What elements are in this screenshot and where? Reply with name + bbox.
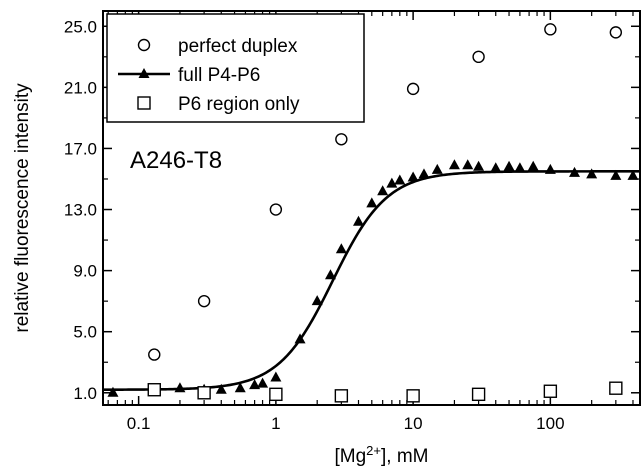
data-point bbox=[377, 185, 389, 196]
data-point bbox=[107, 386, 119, 397]
x-tick-label: 10 bbox=[404, 414, 423, 433]
data-point bbox=[334, 389, 349, 403]
legend: perfect duplex full P4-P6 P6 region only bbox=[106, 13, 365, 123]
data-point bbox=[609, 381, 623, 395]
data-point bbox=[215, 383, 227, 394]
series-full-p4-p6 bbox=[107, 159, 639, 397]
data-point bbox=[490, 162, 502, 173]
data-point bbox=[462, 159, 474, 170]
y-tick-label: 25.0 bbox=[64, 17, 97, 36]
data-point bbox=[197, 294, 211, 308]
data-point bbox=[269, 387, 283, 402]
data-marks bbox=[107, 23, 639, 403]
data-point bbox=[503, 160, 515, 171]
data-point bbox=[448, 159, 460, 170]
y-tick-label: 1.0 bbox=[73, 384, 97, 403]
data-point bbox=[386, 177, 398, 188]
data-point bbox=[544, 23, 557, 36]
data-point bbox=[609, 26, 623, 39]
data-point bbox=[294, 333, 306, 344]
data-point bbox=[431, 163, 443, 174]
legend-marker bbox=[137, 38, 151, 52]
y-axis-label: relative fluorescence intensity bbox=[12, 83, 33, 333]
data-point bbox=[270, 371, 282, 382]
data-point bbox=[569, 166, 581, 177]
data-point bbox=[352, 215, 364, 226]
x-axis-label: [Mg2+], mM bbox=[334, 443, 428, 467]
data-point bbox=[197, 386, 211, 400]
data-point bbox=[394, 174, 406, 185]
data-point bbox=[324, 269, 336, 280]
data-point bbox=[544, 163, 556, 174]
data-point bbox=[335, 133, 348, 146]
x-axis-label-superscript: 2+ bbox=[366, 443, 381, 458]
data-point bbox=[627, 169, 639, 180]
data-point bbox=[257, 377, 269, 388]
y-tick-label: 17.0 bbox=[64, 139, 97, 158]
x-tick-label: 100 bbox=[536, 414, 564, 433]
y-tick-label: 21.0 bbox=[64, 78, 97, 97]
x-tick-label: 1 bbox=[271, 414, 280, 433]
y-tick-label: 9.0 bbox=[73, 262, 97, 281]
sample-annotation: A246-T8 bbox=[130, 147, 222, 174]
data-point bbox=[406, 82, 420, 96]
legend-marker bbox=[138, 68, 150, 78]
data-point bbox=[418, 168, 430, 179]
data-point bbox=[234, 382, 246, 393]
data-point bbox=[366, 197, 378, 208]
data-point bbox=[527, 160, 539, 171]
legend-marker bbox=[137, 96, 151, 110]
data-point bbox=[472, 50, 485, 64]
y-tick-label: 5.0 bbox=[73, 323, 97, 342]
data-point bbox=[407, 171, 419, 182]
legend-label: perfect duplex bbox=[178, 36, 298, 57]
y-axis-ticks: 1.0 5.0 9.0 13.0 17.0 21.0 25.0 bbox=[64, 17, 640, 403]
y-tick-label: 13.0 bbox=[64, 201, 97, 220]
data-point bbox=[610, 169, 622, 180]
data-point bbox=[406, 389, 420, 403]
data-point bbox=[514, 162, 526, 173]
legend-label: P6 region only bbox=[178, 94, 300, 115]
legend-entry: P6 region only bbox=[137, 94, 300, 115]
x-tick-label: 0.1 bbox=[127, 414, 151, 433]
data-point bbox=[586, 168, 598, 179]
series-perfect-duplex bbox=[148, 23, 623, 361]
data-point bbox=[148, 348, 161, 361]
data-point bbox=[473, 160, 485, 171]
data-point bbox=[269, 203, 283, 216]
data-point bbox=[471, 387, 486, 402]
legend-entry: full P4-P6 bbox=[118, 65, 260, 86]
x-axis-label-post: ], mM bbox=[381, 446, 429, 467]
data-point bbox=[249, 379, 261, 390]
data-point bbox=[311, 295, 323, 306]
data-point bbox=[543, 384, 558, 398]
x-axis-label-pre: [Mg bbox=[334, 446, 366, 467]
data-point bbox=[147, 383, 161, 397]
series-p6-region-only bbox=[147, 381, 623, 403]
legend-entry: perfect duplex bbox=[137, 36, 298, 57]
legend-label: full P4-P6 bbox=[178, 65, 260, 86]
data-point bbox=[335, 243, 347, 254]
data-point bbox=[174, 382, 186, 393]
